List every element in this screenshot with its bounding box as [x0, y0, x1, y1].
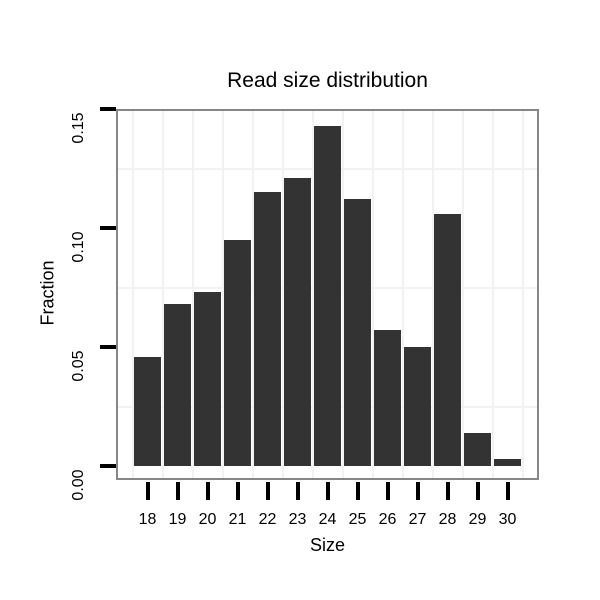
x-axis-tick: [505, 482, 510, 500]
bar: [344, 199, 371, 466]
x-axis-tick-label: 30: [498, 511, 517, 528]
x-axis-tick-label: 26: [378, 511, 397, 528]
x-axis-tick-label: 21: [228, 511, 247, 528]
bar: [224, 240, 251, 466]
y-axis-tick: [100, 107, 116, 111]
bar: [134, 357, 161, 466]
vertical-gridline: [521, 111, 524, 478]
vertical-gridline: [461, 111, 464, 478]
x-axis-tick: [295, 482, 300, 500]
x-axis-tick: [175, 482, 180, 500]
vertical-gridline: [401, 111, 404, 478]
x-axis-tick-label: 24: [318, 511, 337, 528]
y-axis-tick-label: 0.10: [70, 231, 87, 263]
vertical-gridline: [431, 111, 434, 478]
bar: [254, 192, 281, 466]
x-axis-tick: [205, 482, 210, 500]
y-axis-tick: [100, 226, 116, 230]
x-axis-tick-label: 22: [258, 511, 277, 528]
bar: [314, 126, 341, 466]
x-axis-tick-label: 28: [438, 511, 457, 528]
y-axis-tick: [100, 464, 116, 468]
x-axis-tick: [145, 482, 150, 500]
vertical-gridline: [371, 111, 374, 478]
bar: [404, 347, 431, 466]
x-axis-tick: [265, 482, 270, 500]
y-axis-tick-label: 0.00: [70, 469, 87, 501]
x-axis-tick: [385, 482, 390, 500]
bar: [464, 433, 491, 466]
x-axis-tick-label: 25: [348, 511, 367, 528]
y-axis-tick: [100, 345, 116, 349]
x-axis-tick: [325, 482, 330, 500]
y-axis-tick-label: 0.15: [70, 112, 87, 144]
bar: [284, 178, 311, 466]
x-axis-tick-label: 29: [468, 511, 487, 528]
vertical-gridline: [491, 111, 494, 478]
y-axis-title: Fraction: [37, 260, 58, 326]
bar: [494, 459, 521, 466]
x-axis-tick: [235, 482, 240, 500]
x-axis-tick: [415, 482, 420, 500]
vertical-gridline: [311, 111, 314, 478]
bar: [194, 292, 221, 466]
x-axis-tick: [355, 482, 360, 500]
x-axis-tick-label: 23: [288, 511, 307, 528]
x-axis-tick: [475, 482, 480, 500]
vertical-gridline: [281, 111, 284, 478]
x-axis-tick-label: 18: [138, 511, 157, 528]
vertical-gridline: [221, 111, 224, 478]
plot-panel: [116, 109, 539, 480]
vertical-gridline: [191, 111, 194, 478]
y-axis-tick-label: 0.05: [70, 350, 87, 382]
bar: [164, 304, 191, 466]
chart-title: Read size distribution: [227, 69, 428, 92]
x-axis-title: Size: [309, 535, 345, 555]
x-axis-tick-label: 19: [168, 511, 187, 528]
vertical-gridline: [161, 111, 164, 478]
vertical-gridline: [131, 111, 134, 478]
plot-area: [118, 111, 537, 478]
vertical-gridline: [341, 111, 344, 478]
x-axis-tick: [445, 482, 450, 500]
vertical-gridline: [251, 111, 254, 478]
x-axis-tick-label: 20: [198, 511, 217, 528]
bar: [374, 330, 401, 466]
bar: [434, 214, 461, 466]
x-axis-tick-label: 27: [408, 511, 427, 528]
